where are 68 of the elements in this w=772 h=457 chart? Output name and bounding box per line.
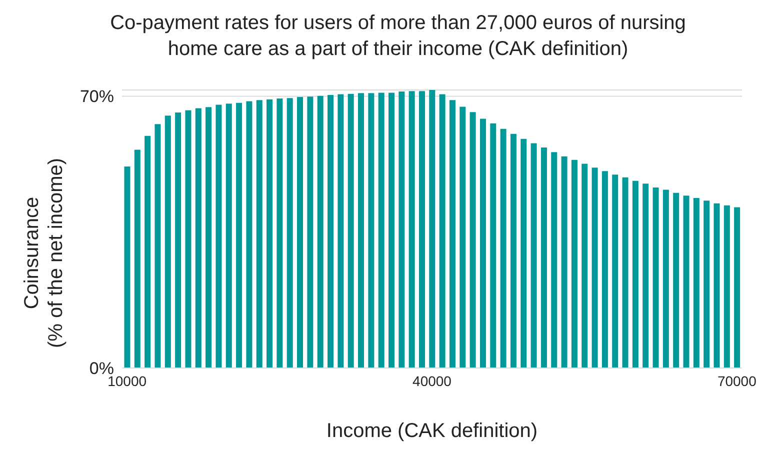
bar (714, 203, 720, 368)
bar (642, 184, 649, 368)
bar (439, 94, 446, 368)
bar (449, 100, 456, 368)
bar (602, 171, 608, 368)
bar (216, 104, 222, 368)
bar (632, 180, 638, 368)
bar (408, 91, 415, 368)
bar (134, 150, 140, 368)
y-axis-title: Coinsurance (% of the net income) (20, 158, 68, 348)
bar (144, 136, 151, 368)
bar (266, 99, 273, 368)
x-tick-label: 70000 (717, 372, 757, 389)
bar (571, 160, 578, 368)
bar (368, 93, 374, 368)
bar (561, 156, 568, 368)
bar (358, 93, 364, 368)
bar (226, 104, 232, 368)
bar (164, 116, 171, 368)
bar (276, 98, 283, 368)
bar (662, 190, 669, 368)
bar (348, 94, 354, 368)
bar (429, 90, 436, 368)
bar (460, 106, 466, 368)
bar (418, 91, 425, 368)
bar (673, 192, 680, 368)
bar (612, 174, 618, 368)
bar (693, 198, 700, 368)
bar (530, 143, 537, 368)
x-axis-title: Income (CAK definition) (325, 420, 539, 443)
bar (480, 118, 486, 368)
bar (551, 152, 558, 368)
bar (704, 200, 710, 368)
bar (378, 92, 384, 368)
bar (338, 94, 344, 368)
bar (206, 107, 212, 368)
bar (520, 138, 527, 368)
bar (683, 196, 690, 368)
bar (236, 102, 242, 368)
bar (540, 147, 547, 368)
bar (175, 112, 182, 368)
bar (398, 92, 405, 368)
bar (582, 164, 588, 368)
bar (510, 134, 516, 368)
bar (286, 98, 293, 368)
y-tick-label: 70% (80, 87, 114, 106)
bar (256, 100, 262, 368)
bar (246, 101, 252, 368)
bar (592, 168, 598, 368)
bar (470, 112, 476, 368)
bar (652, 187, 659, 368)
bar (154, 124, 161, 368)
x-tick-label: 10000 (108, 372, 147, 389)
bar (734, 207, 740, 368)
bar (195, 108, 202, 368)
bar (307, 96, 314, 368)
bar (500, 128, 506, 368)
bar (185, 110, 192, 368)
x-tick-label: 40000 (412, 372, 452, 389)
bar (317, 96, 324, 368)
chart-title: Co-payment rates for users of more than 27,000 euros of nursing home care as a part of their income (CAK definition) (109, 11, 687, 62)
bar (388, 92, 394, 368)
bar (622, 177, 628, 368)
bar (724, 205, 730, 368)
bar (490, 123, 496, 368)
bar (297, 96, 304, 368)
bar (124, 166, 130, 368)
bar (328, 95, 334, 368)
